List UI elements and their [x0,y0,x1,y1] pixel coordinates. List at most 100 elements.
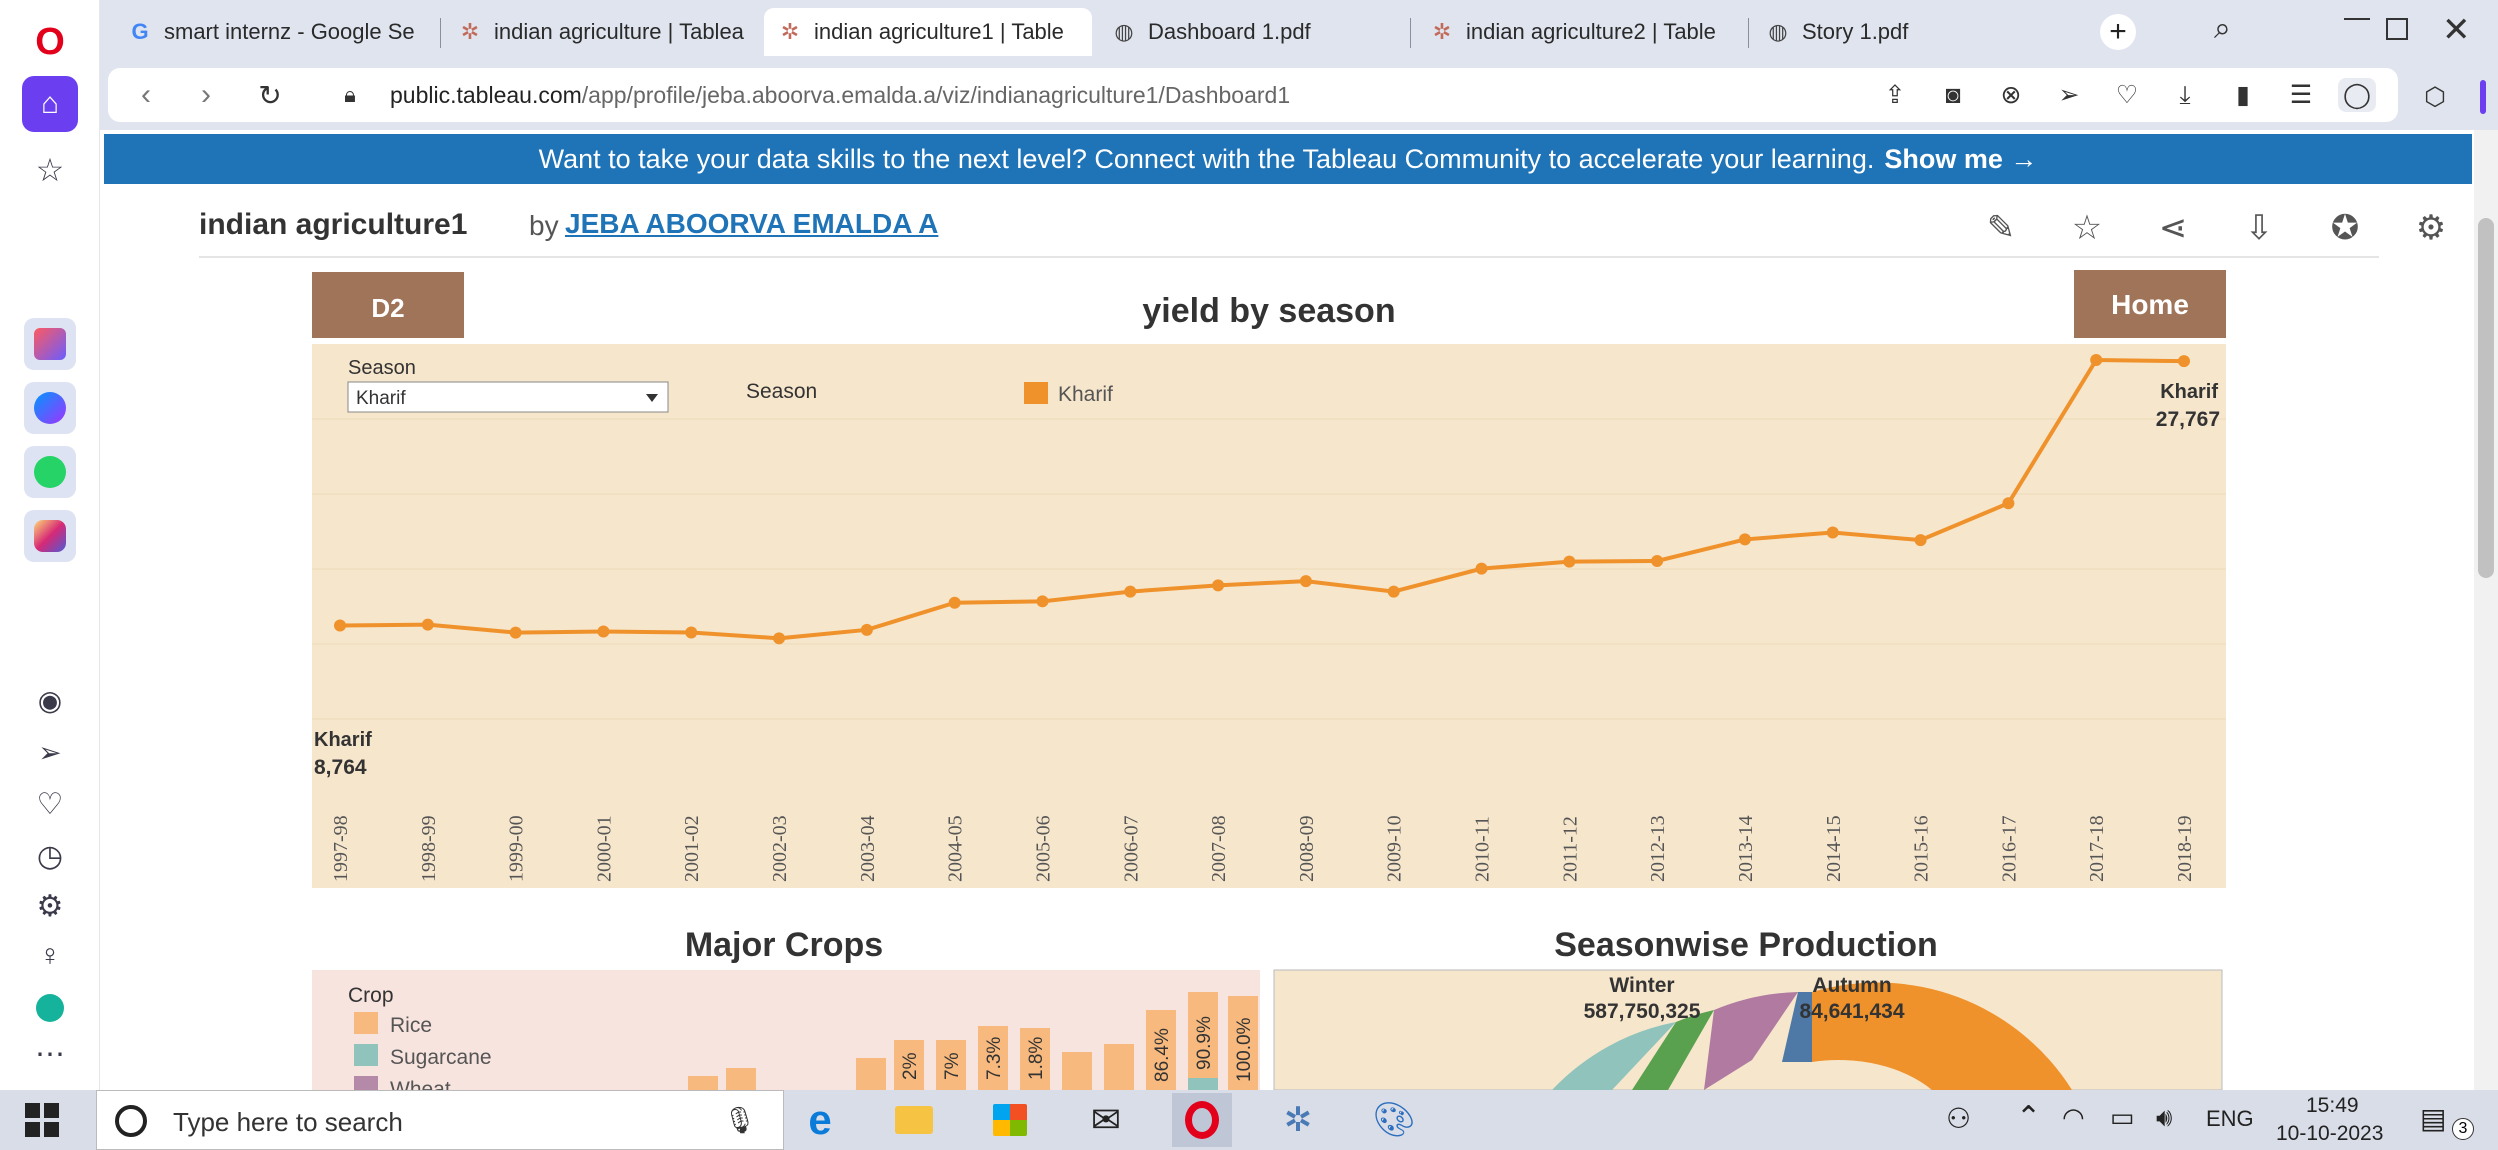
crop-bar[interactable] [856,1058,886,1090]
data-point-2006-07[interactable] [1124,585,1137,598]
settings-icon[interactable]: ⚙ [36,889,64,923]
sidebar-toggle-indicator[interactable] [2480,80,2486,114]
crop-bar[interactable] [1020,1028,1050,1090]
notification-icon[interactable]: ▤ [2420,1103,2447,1134]
data-point-2014-15[interactable] [1826,526,1839,539]
favorite-star-icon[interactable]: ☆ [2071,209,2103,247]
clock-time[interactable]: 15:49 [2306,1094,2359,1117]
community-banner[interactable]: Want to take your data skills to the nex… [104,134,2472,184]
donut-slice-autumn[interactable] [1782,992,1812,1062]
address-bar[interactable]: ‹ › ↻ 🔒︎ public.tableau.com/app/profile/… [108,68,2398,122]
reload-icon[interactable]: ↻ [258,79,282,111]
crop-legend-wheat[interactable]: Wheat [390,1078,451,1090]
data-point-2003-04[interactable] [860,623,873,636]
messenger-icon[interactable] [24,382,76,434]
crop-legend-swatch-wheat[interactable] [354,1076,378,1090]
file-explorer-icon[interactable] [884,1096,944,1144]
opera-taskbar-icon[interactable] [1172,1093,1232,1147]
new-tab-plus-icon[interactable]: + [2100,14,2136,50]
battery-icon[interactable]: ▭ [2110,1102,2135,1132]
crop-bar[interactable] [1188,992,1218,1078]
wifi-icon[interactable]: ◠ [2062,1102,2085,1132]
data-point-2018-19[interactable] [2178,355,2190,368]
tableau-taskbar-icon[interactable]: ✲ [1283,1101,1313,1139]
viz-settings-icon[interactable]: ⚙ [2415,209,2447,247]
series-line-kharif[interactable] [339,357,2185,641]
more-icon[interactable]: ⋯ [35,1037,65,1071]
legend-label-kharif[interactable]: Kharif [1058,383,1113,406]
tab-4[interactable]: ◍ Dashboard 1.pdf [1098,8,1398,56]
url-text[interactable]: public.tableau.com/app/profile/jeba.aboo… [390,82,1290,109]
data-point-2008-09[interactable] [1299,575,1312,588]
send-icon[interactable]: ➢ [38,736,62,768]
crop-legend-swatch-rice[interactable] [354,1012,378,1034]
tab-2[interactable]: ✲ indian agriculture | Tablea [444,8,754,56]
data-point-2012-13[interactable] [1651,554,1664,567]
viz-of-the-day-icon[interactable]: ✪ [2330,209,2360,247]
history-icon[interactable]: ◷ [36,839,64,873]
d2-button-label[interactable]: D2 [371,293,404,323]
aria-app-icon[interactable] [24,318,76,370]
favorite-icon[interactable]: ♡ [2115,81,2139,109]
minimize-icon[interactable] [2344,18,2370,20]
crop-bar[interactable] [936,1040,966,1090]
download-icon[interactable]: ⤓ [2179,80,2191,109]
crop-legend-swatch-sugarcane[interactable] [354,1044,378,1066]
opera-logo-icon[interactable]: O [35,20,65,63]
donut-slice-sugar[interactable] [1552,1022,1676,1090]
tab-6[interactable]: ◍ Story 1.pdf [1752,8,2052,56]
data-point-2011-12[interactable] [1563,555,1576,568]
donut-slice-whole-year[interactable] [1704,992,1798,1090]
data-point-2001-02[interactable] [685,626,698,639]
crop-legend-rice[interactable]: Rice [390,1014,432,1037]
windows-start-icon[interactable] [12,1096,72,1144]
language-indicator[interactable]: ENG [2206,1106,2254,1131]
snapshot-icon[interactable]: ◙ [1945,80,1961,109]
tab-3-active[interactable]: ✲ indian agriculture1 | Table [764,8,1092,56]
data-point-1998-99[interactable] [421,618,434,631]
instagram-icon[interactable] [24,510,76,562]
season-filter-dropdown[interactable] [347,381,669,413]
crop-bar[interactable] [1104,1044,1134,1090]
crop-bar[interactable] [726,1068,756,1090]
data-point-2009-10[interactable] [1387,585,1400,598]
microphone-icon[interactable]: 🎙︎ [723,1105,757,1135]
aria-icon[interactable] [22,980,78,1036]
data-point-2000-01[interactable] [597,625,610,638]
page-scrollbar[interactable] [2474,130,2498,1090]
profile-icon[interactable]: ◯ [2338,78,2376,112]
data-point-2017-18[interactable] [2090,353,2103,366]
tab-5[interactable]: ✲ indian agriculture2 | Table [1416,8,1726,56]
crop-bar[interactable] [978,1026,1008,1090]
back-icon[interactable]: ‹ [141,78,151,111]
legend-swatch-kharif[interactable] [1024,382,1048,404]
paint-icon[interactable]: 🎨︎ [1372,1101,1416,1139]
tray-chevron-icon[interactable]: ⌃ [2016,1101,2042,1134]
volume-icon[interactable]: 🔊︎ [2156,1102,2173,1132]
people-icon[interactable]: ⚇ [1946,1103,1972,1134]
adblock-icon[interactable]: ⊗ [2000,81,2022,109]
heart-icon[interactable]: ♡ [36,787,64,821]
share-viz-icon[interactable]: ⋖ [2158,209,2188,247]
extensions-cube-icon[interactable]: ⬡ [2424,83,2446,111]
lightbulb-icon[interactable]: ♀ [38,939,62,972]
data-point-2005-06[interactable] [1036,595,1049,608]
edge-icon[interactable]: e [808,1096,832,1143]
data-point-1999-00[interactable] [509,626,522,639]
crop-bar[interactable] [894,1040,924,1090]
chevron-down-icon[interactable] [646,394,658,402]
data-point-2010-11[interactable] [1475,562,1488,575]
send-to-icon[interactable]: ➢ [2058,81,2080,109]
data-point-2013-14[interactable] [1738,533,1751,546]
home-button[interactable] [2074,270,2226,338]
whatsapp-icon[interactable] [24,446,76,498]
easy-setup-icon[interactable]: ☰ [2289,81,2313,109]
author-link[interactable]: JEBA ABOORVA EMALDA A [565,208,939,239]
edit-viz-icon[interactable]: ✎ [1986,209,2016,247]
donut-slice-winter[interactable] [1632,1010,1714,1090]
download-viz-icon[interactable]: ⇩ [2244,209,2274,247]
forward-icon[interactable]: › [201,78,211,111]
data-point-2004-05[interactable] [948,596,961,609]
crop-bar[interactable] [1146,1010,1176,1090]
